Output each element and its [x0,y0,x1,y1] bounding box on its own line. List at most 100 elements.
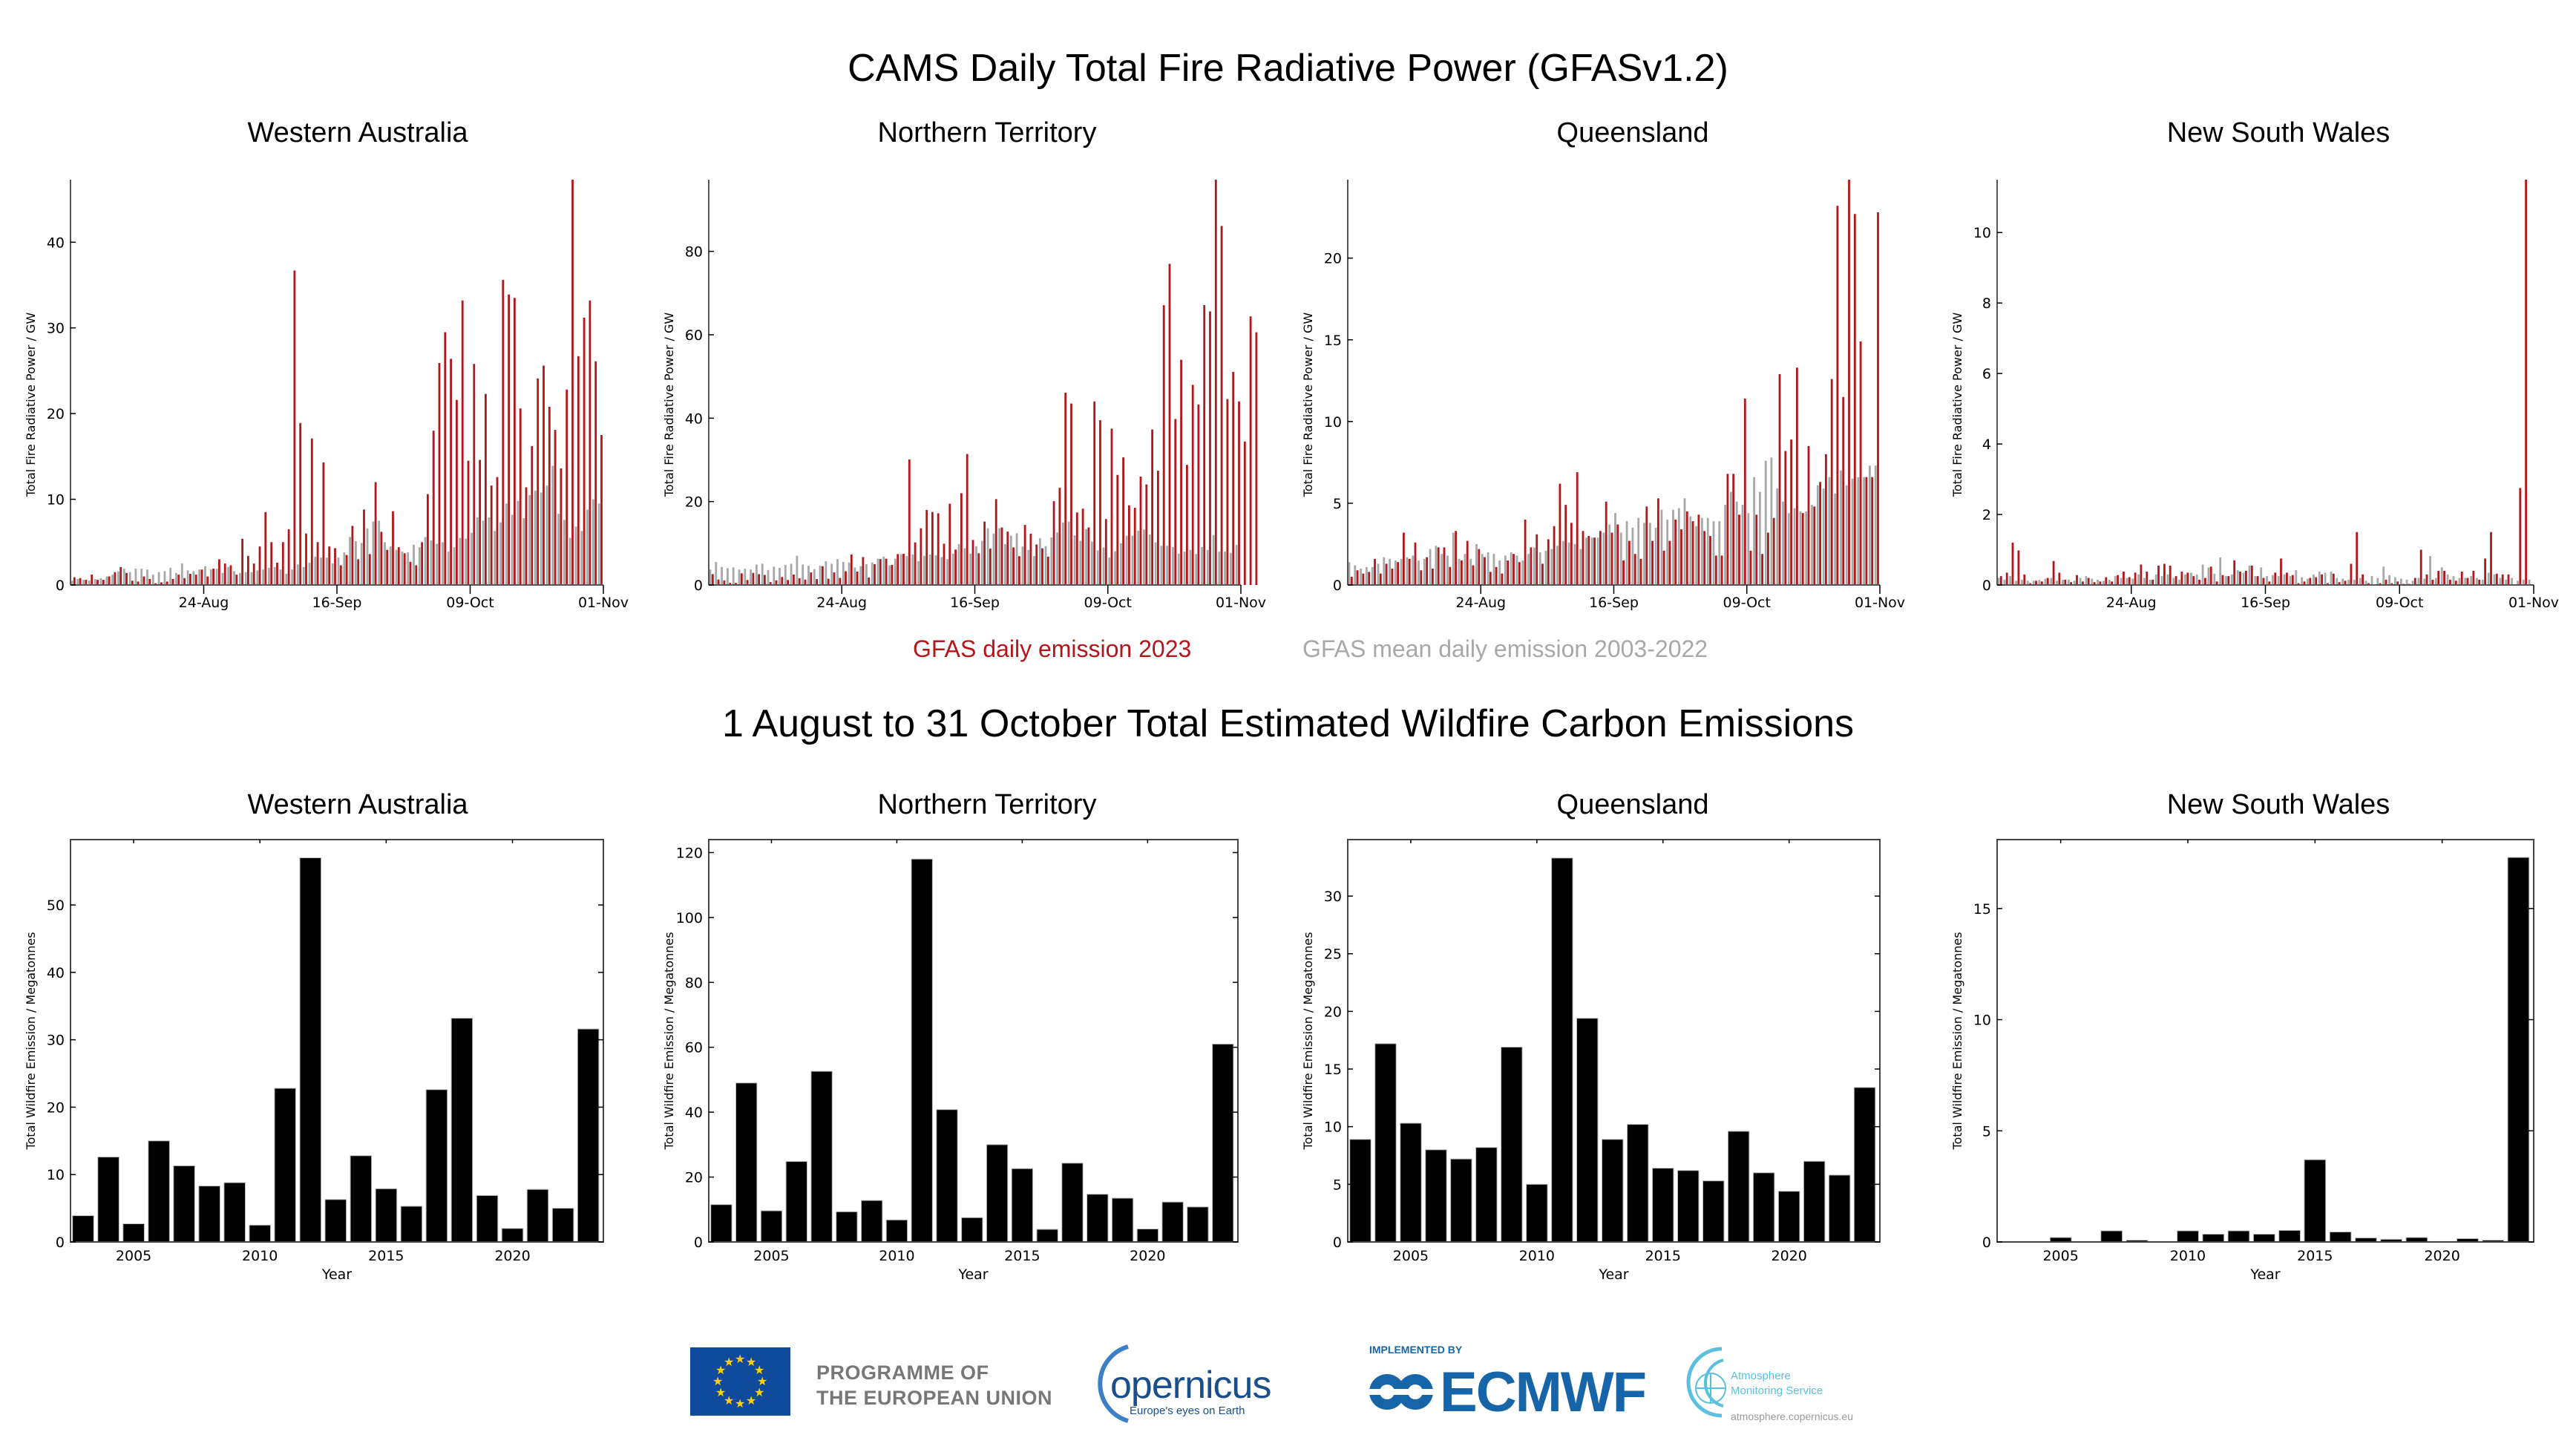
mean-bar [2359,578,2362,585]
x-tick-label: 09-Oct [2376,595,2423,611]
bar-2023 [467,460,470,585]
bar-2023 [1466,540,1469,585]
bar-2023 [583,317,586,585]
bar-2023 [1685,511,1688,585]
bar-2023 [183,578,186,585]
bar-2023 [2123,572,2125,585]
bar-2023 [2215,581,2218,585]
mean-bar [871,562,874,585]
mean-bar [140,569,143,585]
bar-2023 [2315,577,2318,585]
bar-2023 [131,581,134,585]
bar-2023 [1639,558,1642,585]
mean-bar [2172,578,2175,585]
y-tick-label: 10 [1973,1013,1991,1029]
mean-bar [2307,578,2309,585]
mean-bar [430,540,433,585]
bar-2023 [2332,573,2335,585]
bar-2023 [1495,566,1498,585]
mean-bar [1590,537,1593,585]
mean-bar [291,569,293,585]
mean-bar [505,503,508,585]
bar-2023 [496,477,499,585]
mean-bar [928,555,931,585]
x-tick-label: 24-Aug [2106,595,2157,611]
bar-2023 [119,566,122,585]
bar-2023 [920,528,922,585]
mean-bar [1816,485,1819,585]
mean-bar [951,553,954,585]
bar-2023 [1819,482,1821,585]
mean-bar [163,571,166,585]
bar-2023 [1778,374,1781,585]
eu-programme-text: PROGRAMME OF THE EUROPEAN UNION [816,1360,1052,1410]
mean-bar [859,566,862,585]
mean-bar [1706,517,1709,585]
x-tick-label: 2005 [116,1248,151,1264]
bar-2023 [270,542,273,585]
bar-2023 [1796,367,1798,585]
mean-bar [471,532,473,585]
bar-2023 [810,572,813,585]
mean-bar [215,569,218,585]
bar-2023 [822,566,824,585]
year-bar [2227,1230,2250,1243]
mean-bar [2056,581,2058,585]
year-bar [350,1155,373,1243]
mean-bar [256,570,259,585]
mean-bar [2091,578,2094,585]
mean-bar [2313,574,2315,585]
bar-2023 [316,542,319,585]
mean-bar [1498,560,1501,585]
bar-2023 [415,565,418,585]
mean-bar [447,552,450,585]
bar-2023 [971,540,974,585]
bar-2023 [473,364,476,585]
mean-bar [1845,485,1848,585]
mean-bar [784,565,787,585]
year-bar [249,1224,271,1243]
bar-2023 [1168,264,1171,585]
bar-2023 [1674,519,1677,585]
bar-2023 [1743,399,1746,585]
bar-2023 [1738,514,1740,585]
year-bar [1551,857,1573,1243]
mean-bar [957,544,960,585]
bar-2023 [2309,578,2312,585]
year-bar [526,1189,549,1243]
bar-2023 [2192,576,2195,585]
mean-bar [198,569,201,585]
year-bar [2100,1230,2123,1243]
year-bar [450,1018,473,1243]
panel-title-new-south-wales-daily: New South Wales [2166,117,2390,148]
bar-2023 [1859,341,1862,585]
y-tick-label: 0 [56,578,65,594]
mean-bar [1429,549,1432,585]
mean-bar [1602,532,1605,585]
mean-bar [360,543,363,585]
mean-bar [1787,513,1790,585]
bar-2023 [2466,578,2469,585]
cams-name-line2: Monitoring Service [1731,1384,1823,1397]
year-bar [2202,1234,2225,1243]
bar-2023 [1362,573,1365,585]
bar-2023 [194,575,197,585]
mean-bar [2277,576,2280,585]
y-tick-label: 40 [47,235,65,251]
mean-bar [273,566,276,585]
bar-2023 [1104,519,1107,585]
bar-2023 [1093,401,1096,585]
bar-2023 [1599,531,1602,585]
bar-2023 [729,583,732,585]
mean-bar [1521,560,1524,585]
mean-bar [418,547,421,585]
bar-2023 [1709,536,1711,585]
atmosphere-globe-icon [1686,1347,1726,1418]
mean-bar [71,581,73,585]
bar-2023 [711,574,714,585]
year-bar [1374,1043,1397,1243]
bar-2023 [1455,531,1457,585]
bar-2023 [2146,572,2149,585]
mean-bar [1822,488,1825,585]
bar-2023 [2262,578,2265,585]
